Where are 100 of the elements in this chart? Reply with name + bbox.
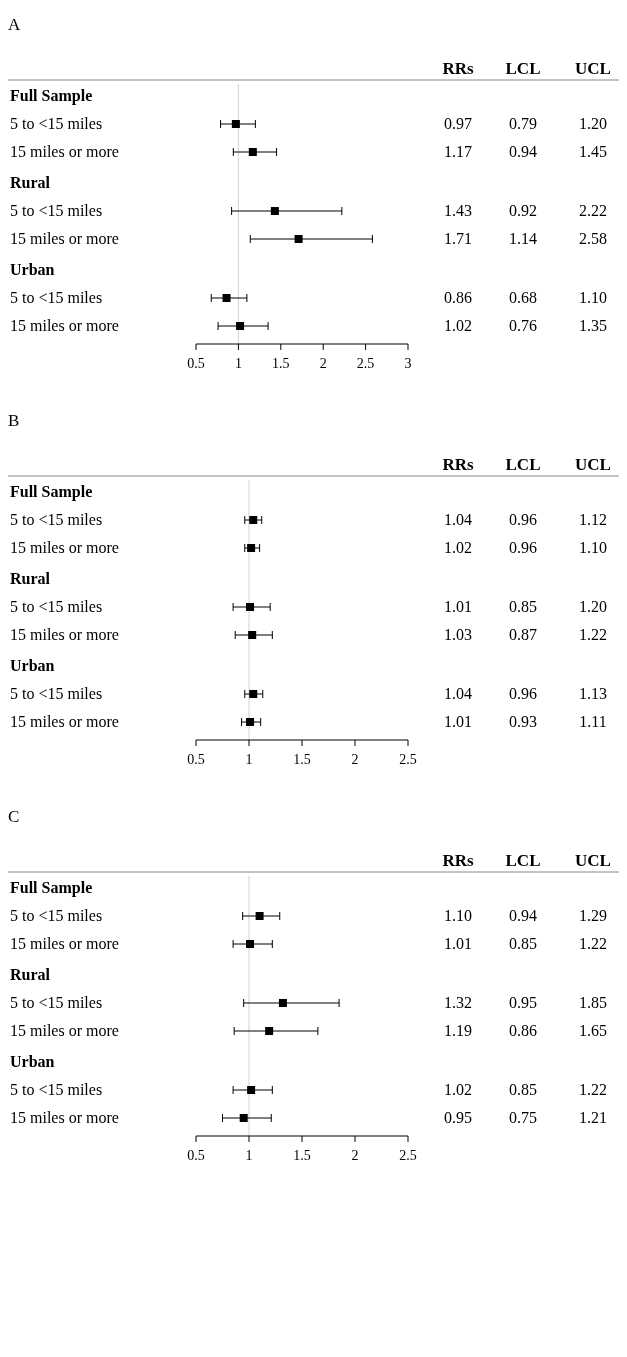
y-tick-label: Rural: [10, 570, 51, 587]
data-label: 1.32: [444, 994, 472, 1011]
data-label: 0.86: [444, 289, 472, 306]
y-tick-label: 5 to <15 miles: [10, 685, 103, 702]
text: 2.22: [579, 202, 607, 219]
text: 0.68: [509, 289, 537, 306]
y-tick-label: Rural: [10, 174, 51, 191]
text: B: [8, 411, 20, 430]
text: 0.93: [509, 713, 537, 730]
text: 1.65: [579, 1022, 607, 1039]
text: 1.22: [579, 1081, 607, 1098]
y-tick-label: 15 miles or more: [10, 713, 119, 730]
text: 0.79: [509, 115, 537, 132]
text: LCL: [505, 455, 541, 474]
x-tick-label: 1: [245, 1148, 253, 1163]
text: 1.29: [579, 907, 607, 924]
y-tick-label: 5 to <15 miles: [10, 907, 103, 924]
y-tick-label: Rural: [10, 966, 51, 983]
x-tick-label: 0.5: [187, 356, 205, 371]
point: [294, 235, 303, 243]
y-tick-label: Full Sample: [10, 879, 93, 897]
y-tick-label: 5 to <15 miles: [10, 994, 103, 1011]
y-tick-label: 15 miles or more: [10, 317, 119, 334]
text: 0.86: [509, 1022, 537, 1039]
x-tick-label: 0.5: [187, 1148, 205, 1163]
text: 0.85: [509, 1081, 537, 1098]
point: [278, 999, 287, 1007]
point: [248, 148, 257, 156]
data-label: 1.71: [444, 230, 472, 247]
x-tick-label: 3: [404, 356, 412, 371]
text: 1.14: [509, 230, 537, 247]
text: 1.22: [579, 626, 607, 643]
x-tick-label: 2: [351, 752, 359, 767]
y-tick-label: 5 to <15 miles: [10, 289, 103, 306]
text: 0.96: [509, 539, 537, 556]
point: [246, 940, 255, 948]
data-label: 1.04: [444, 511, 472, 528]
x-tick-label: 2.5: [399, 1148, 417, 1163]
text: 1.20: [579, 115, 607, 132]
data-label: 0.95: [444, 1109, 472, 1126]
y-tick-label: Urban: [10, 261, 55, 278]
data-label: 1.04: [444, 685, 472, 702]
y-tick-label: 15 miles or more: [10, 143, 119, 160]
data-label: 1.02: [444, 1081, 472, 1098]
data-label: 1.19: [444, 1022, 472, 1039]
text: UCL: [575, 455, 611, 474]
x-tick-label: 2: [351, 1148, 359, 1163]
text: 0.75: [509, 1109, 537, 1126]
point: [255, 912, 264, 920]
text: 0.76: [509, 317, 537, 334]
text: UCL: [575, 59, 611, 78]
x-tick-label: 2.5: [356, 356, 375, 371]
text: 0.85: [509, 935, 537, 952]
x-tick-label: 1: [234, 356, 242, 371]
text: C: [8, 807, 20, 826]
data-label: 1.03: [444, 626, 472, 643]
text: 1.12: [579, 511, 607, 528]
text: RRs: [442, 455, 474, 474]
text: 1.13: [579, 685, 607, 702]
data-label: 1.02: [444, 539, 472, 556]
text: 1.20: [579, 598, 607, 615]
x-tick-label: 1: [245, 752, 253, 767]
y-tick-label: 5 to <15 miles: [10, 511, 103, 528]
data-label: 1.43: [444, 202, 472, 219]
x-tick-label: 0.5: [187, 752, 205, 767]
y-tick-label: Urban: [10, 1053, 55, 1070]
text: A: [8, 15, 21, 34]
text: 0.85: [509, 598, 537, 615]
y-tick-label: 15 miles or more: [10, 539, 119, 556]
text: RRs: [442, 59, 474, 78]
text: 0.92: [509, 202, 537, 219]
point: [247, 1086, 256, 1094]
data-label: 1.02: [444, 317, 472, 334]
y-tick-label: Full Sample: [10, 87, 93, 105]
x-tick-label: 2: [319, 356, 327, 371]
text: 0.94: [509, 143, 537, 160]
text: 1.21: [579, 1109, 607, 1126]
y-tick-label: 5 to <15 miles: [10, 115, 103, 132]
x-tick-label: 2.5: [399, 752, 417, 767]
text: LCL: [505, 59, 541, 78]
y-tick-label: 5 to <15 miles: [10, 202, 103, 219]
point: [236, 322, 245, 330]
text: UCL: [575, 851, 611, 870]
x-tick-label: 1.5: [272, 356, 290, 371]
data-label: 1.17: [444, 143, 472, 160]
x-tick-label: 1.5: [293, 1148, 311, 1163]
y-tick-label: Full Sample: [10, 483, 93, 501]
y-tick-label: 15 miles or more: [10, 1109, 119, 1126]
text: 1.10: [579, 289, 607, 306]
y-tick-label: 15 miles or more: [10, 935, 119, 952]
text: 0.87: [509, 626, 537, 643]
text: 0.94: [509, 907, 537, 924]
text: LCL: [505, 851, 541, 870]
text: 2.58: [579, 230, 607, 247]
x-tick-label: 1.5: [293, 752, 311, 767]
data-label: 1.01: [444, 598, 472, 615]
data-label: 1.10: [444, 907, 472, 924]
point: [222, 294, 231, 302]
point: [231, 120, 240, 128]
text: 0.95: [509, 994, 537, 1011]
